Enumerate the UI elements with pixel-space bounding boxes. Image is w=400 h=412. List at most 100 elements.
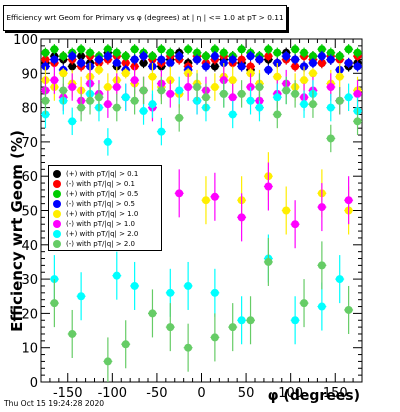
legend-marker [53, 180, 61, 188]
y-tick-label: 30 [21, 273, 38, 288]
data-point [273, 48, 282, 57]
data-point [300, 299, 309, 308]
data-point [121, 52, 130, 61]
data-point [228, 110, 237, 119]
legend-marker [53, 230, 61, 238]
data-point [77, 103, 86, 112]
data-point [308, 52, 317, 61]
data-point [184, 45, 193, 54]
data-point [228, 93, 237, 102]
data-point [264, 182, 273, 191]
data-point [210, 62, 219, 71]
data-point [103, 137, 112, 146]
legend-entry: (-) with pT/|q| > 1.0 [49, 219, 161, 229]
data-point [112, 83, 121, 92]
data-point [157, 127, 166, 136]
data-point [166, 89, 175, 98]
data-point [237, 62, 246, 71]
data-point [237, 316, 246, 325]
legend-entry: (+) with pT/|q| > 1.0 [49, 209, 161, 219]
data-point [291, 45, 300, 54]
data-point [77, 292, 86, 301]
data-point [148, 72, 157, 81]
data-point [59, 69, 68, 78]
data-point [50, 299, 59, 308]
data-point [317, 45, 326, 54]
data-point [344, 305, 353, 314]
data-point [255, 103, 264, 112]
data-point [353, 48, 362, 57]
y-tick-label: 60 [21, 170, 38, 185]
data-point [210, 83, 219, 92]
legend-label: (-) with pT/|q| > 2.0 [66, 240, 135, 248]
x-tick-label: 0 [197, 386, 205, 401]
data-point [112, 59, 121, 68]
data-point [50, 76, 59, 85]
data-point [308, 59, 317, 68]
legend-marker [53, 210, 61, 218]
data-point [148, 52, 157, 61]
data-point [157, 45, 166, 54]
data-point [353, 117, 362, 126]
data-marks [41, 44, 362, 382]
data-point [175, 113, 184, 122]
timestamp: Thu Oct 15 19:24:28 2020 [4, 399, 105, 408]
data-point [219, 48, 228, 57]
data-point [273, 93, 282, 102]
y-tick-label: 70 [21, 136, 38, 151]
data-point [130, 76, 139, 85]
legend-marker [53, 190, 61, 198]
data-point [228, 55, 237, 64]
data-point [219, 89, 228, 98]
data-point [77, 45, 86, 54]
data-point [157, 55, 166, 64]
data-point [344, 59, 353, 68]
data-point [344, 93, 353, 102]
data-point [121, 69, 130, 78]
data-point [157, 86, 166, 95]
data-point [68, 52, 77, 61]
data-point [228, 76, 237, 85]
data-point [326, 55, 335, 64]
data-point [326, 48, 335, 57]
data-point [326, 134, 335, 143]
data-point [94, 55, 103, 64]
x-tick-label: -50 [146, 386, 167, 401]
data-point [344, 45, 353, 54]
chart-title: Efficiency wrt Geom for Primary vs φ (de… [3, 5, 287, 31]
data-point [94, 93, 103, 102]
data-point [255, 83, 264, 92]
data-point [148, 100, 157, 109]
data-point [273, 59, 282, 68]
data-point [308, 100, 317, 109]
data-point [228, 323, 237, 332]
data-point [344, 196, 353, 205]
legend-label: (+) with pT/|q| > 2.0 [66, 230, 139, 238]
data-point [121, 340, 130, 349]
data-point [184, 281, 193, 290]
data-point [317, 261, 326, 270]
data-point [193, 48, 202, 57]
data-point [121, 59, 130, 68]
data-point [335, 52, 344, 61]
data-point [41, 48, 50, 57]
data-point [273, 110, 282, 119]
data-point [273, 72, 282, 81]
data-point [291, 62, 300, 71]
data-point [210, 288, 219, 297]
data-point [103, 100, 112, 109]
data-point [210, 52, 219, 61]
data-point [50, 55, 59, 64]
data-point [201, 196, 210, 205]
y-tick-label: 0 [30, 376, 38, 391]
legend-entry: (-) with pT/|q| > 2.0 [49, 239, 161, 249]
data-point [201, 93, 210, 102]
data-point [264, 257, 273, 266]
data-point [68, 83, 77, 92]
data-point [237, 89, 246, 98]
legend-marker [53, 170, 61, 178]
data-point [335, 275, 344, 284]
data-point [264, 52, 273, 61]
data-point [121, 93, 130, 102]
